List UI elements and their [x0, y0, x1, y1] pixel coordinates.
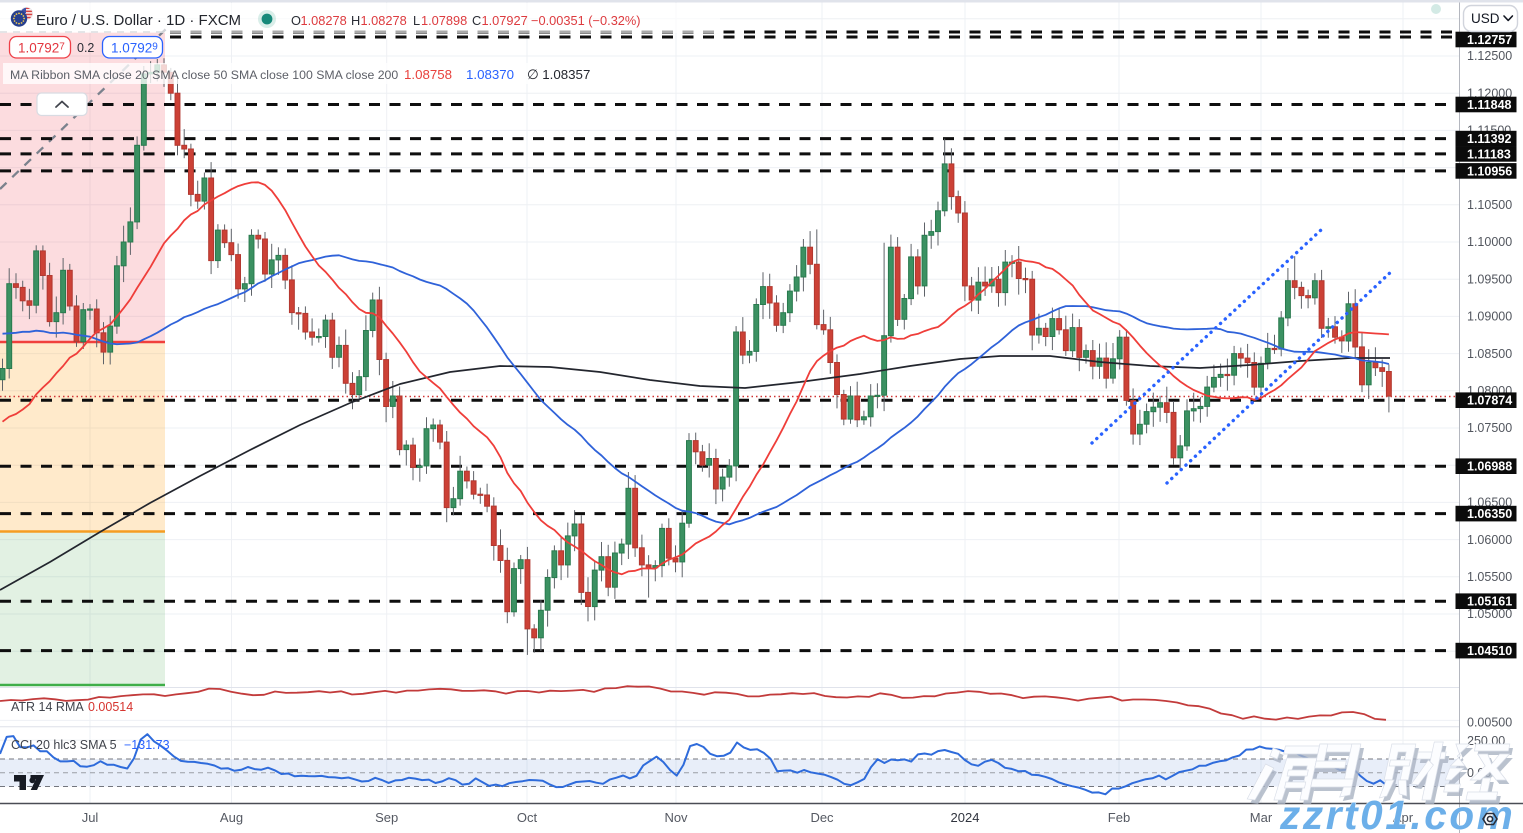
svg-text:Nov: Nov: [664, 810, 688, 825]
svg-text:1.11392: 1.11392: [1467, 132, 1512, 146]
svg-text:Dec: Dec: [810, 810, 834, 825]
svg-text:1.05000: 1.05000: [1467, 607, 1512, 621]
svg-text:2024: 2024: [951, 810, 980, 825]
svg-text:zzrt01.com: zzrt01.com: [1279, 792, 1515, 833]
svg-text:1.10000: 1.10000: [1467, 235, 1512, 249]
svg-text:Feb: Feb: [1108, 810, 1130, 825]
svg-text:0.2: 0.2: [77, 41, 94, 55]
svg-text:Apr: Apr: [1393, 810, 1414, 825]
svg-text:1.08500: 1.08500: [1467, 347, 1512, 361]
svg-text:1.09000: 1.09000: [1467, 310, 1512, 324]
svg-text:1.10500: 1.10500: [1467, 198, 1512, 212]
svg-text:Aug: Aug: [220, 810, 243, 825]
svg-text:ATR 14 RMA: ATR 14 RMA: [11, 700, 84, 714]
svg-text:1.07898: 1.07898: [421, 13, 467, 28]
svg-text:1.08370: 1.08370: [466, 67, 514, 82]
svg-text:0.00500: 0.00500: [1467, 716, 1512, 730]
svg-text:1.06000: 1.06000: [1467, 533, 1512, 547]
svg-text:MA Ribbon SMA close 20 SMA clo: MA Ribbon SMA close 20 SMA close 50 SMA …: [10, 68, 398, 82]
svg-text:0.00514: 0.00514: [88, 700, 133, 714]
svg-text:1.11183: 1.11183: [1467, 147, 1511, 161]
svg-text:−131.73: −131.73: [124, 738, 170, 752]
svg-text:1.09500: 1.09500: [1467, 272, 1512, 286]
svg-text:1.12757: 1.12757: [1467, 33, 1512, 47]
svg-text:USD: USD: [1471, 11, 1500, 26]
svg-text:Mar: Mar: [1250, 810, 1273, 825]
svg-text:O: O: [291, 13, 301, 28]
svg-text:L: L: [413, 13, 420, 28]
svg-text:1.11848: 1.11848: [1467, 98, 1512, 112]
svg-text:Jul: Jul: [82, 810, 99, 825]
svg-text:1.07500: 1.07500: [1467, 421, 1512, 435]
svg-text:Sep: Sep: [375, 810, 398, 825]
svg-text:C: C: [472, 13, 481, 28]
svg-text:1.04510: 1.04510: [1467, 644, 1512, 658]
svg-text:Oct: Oct: [517, 810, 538, 825]
svg-text:1.10956: 1.10956: [1467, 164, 1512, 178]
svg-text:−0.00351 (−0.32%): −0.00351 (−0.32%): [531, 13, 641, 28]
svg-text:1.06350: 1.06350: [1467, 507, 1512, 521]
svg-text:∅ 1.08357: ∅ 1.08357: [527, 67, 590, 82]
svg-text:1.12500: 1.12500: [1467, 49, 1512, 63]
svg-text:Euro / U.S. Dollar · 1D · FXCM: Euro / U.S. Dollar · 1D · FXCM: [36, 12, 241, 29]
svg-text:1.07929: 1.07929: [111, 41, 158, 56]
svg-text:1.05500: 1.05500: [1467, 570, 1512, 584]
svg-text:1.06988: 1.06988: [1467, 460, 1512, 474]
svg-text:1.08758: 1.08758: [404, 67, 452, 82]
svg-text:1.05161: 1.05161: [1467, 595, 1512, 609]
svg-text:1.08278: 1.08278: [301, 13, 347, 28]
svg-text:1.07927: 1.07927: [482, 13, 528, 28]
svg-text:H: H: [351, 13, 360, 28]
svg-text:1.07927: 1.07927: [18, 41, 65, 56]
svg-text:CCI 20 hlc3 SMA 5: CCI 20 hlc3 SMA 5: [11, 738, 117, 752]
svg-text:1.07874: 1.07874: [1467, 394, 1512, 408]
svg-text:1.08278: 1.08278: [361, 13, 407, 28]
